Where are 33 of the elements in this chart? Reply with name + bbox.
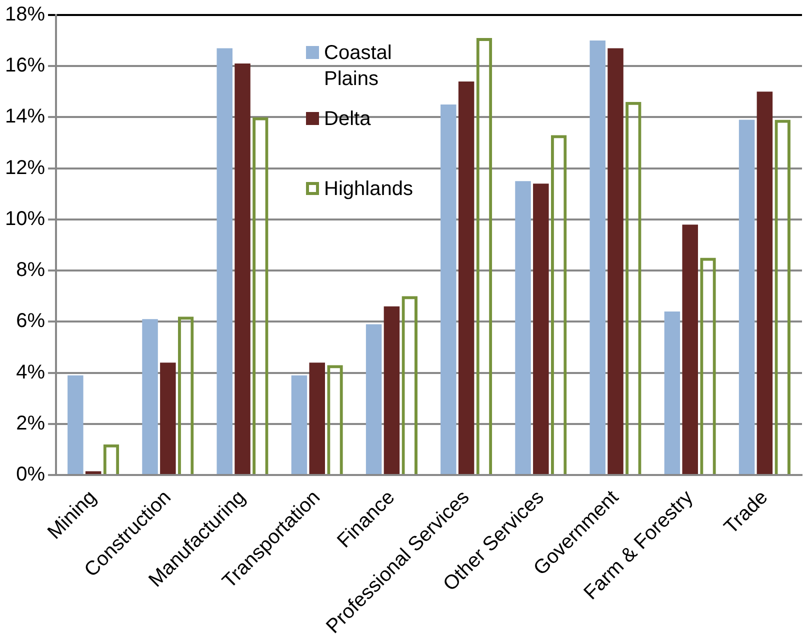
bar xyxy=(309,362,325,474)
bar xyxy=(85,471,102,474)
y-tick-label: 8% xyxy=(16,259,46,282)
y-tick-label: 2% xyxy=(16,412,46,434)
bar xyxy=(440,104,456,474)
bar xyxy=(515,181,531,474)
y-tick-label: 6% xyxy=(16,310,46,332)
bar xyxy=(142,319,158,474)
legend-label: Delta xyxy=(324,107,372,132)
y-tick-label: 4% xyxy=(16,361,46,384)
y-tick-label: 14% xyxy=(5,106,46,128)
bar xyxy=(384,306,400,474)
bar xyxy=(608,48,624,474)
legend-label: Coastal Plains xyxy=(324,41,393,92)
bar xyxy=(738,120,755,474)
y-tick-label: 0% xyxy=(16,464,46,486)
bar xyxy=(366,324,382,474)
bar xyxy=(68,375,84,474)
y-tick-label: 18% xyxy=(5,4,46,26)
y-tick-label: 16% xyxy=(5,54,46,77)
bar xyxy=(291,375,308,474)
bar xyxy=(590,40,606,474)
y-tick-label: 10% xyxy=(5,208,46,230)
bar xyxy=(664,311,680,474)
bar xyxy=(682,224,698,474)
bar xyxy=(216,48,232,474)
bar xyxy=(458,81,474,474)
bar xyxy=(533,184,549,474)
bar xyxy=(160,362,176,474)
bar xyxy=(756,92,773,474)
legend-label: Highlands xyxy=(324,177,414,202)
y-tick-label: 12% xyxy=(5,156,46,179)
bar xyxy=(234,64,250,474)
